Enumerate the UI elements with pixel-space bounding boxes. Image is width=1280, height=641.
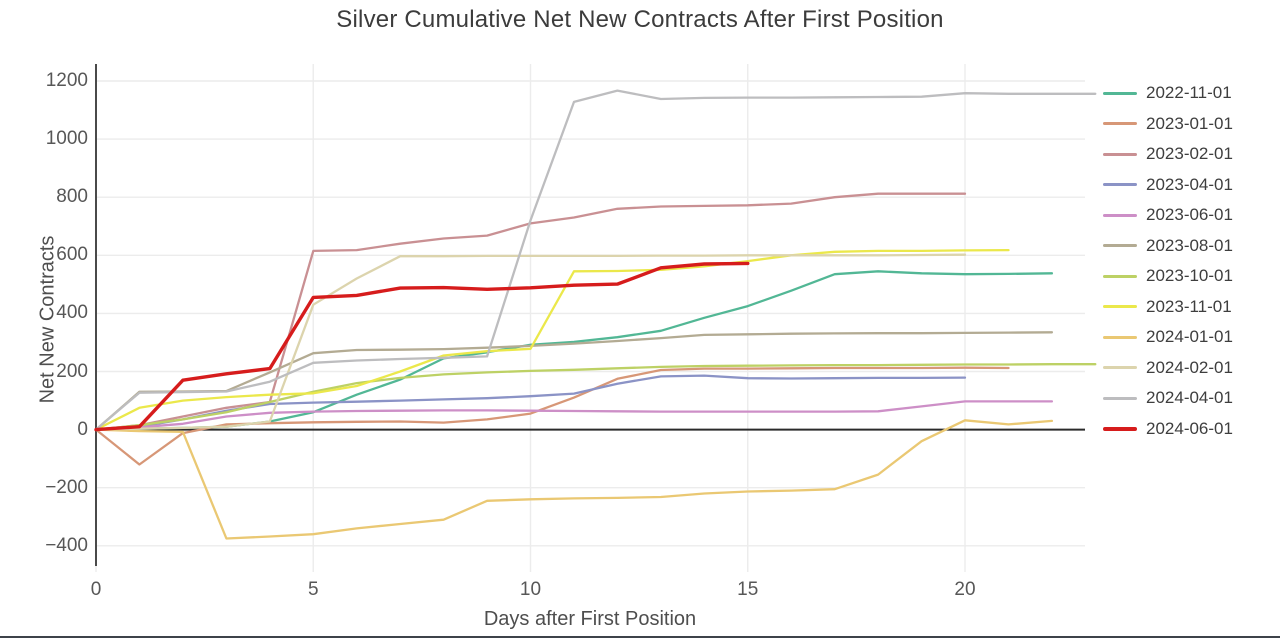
legend-item-2022-11-01[interactable]: 2022-11-01 bbox=[1103, 78, 1233, 109]
chart-title: Silver Cumulative Net New Contracts Afte… bbox=[336, 6, 944, 33]
y-tick-label: 1200 bbox=[45, 70, 88, 91]
series-line-2023-10-01 bbox=[94, 363, 1097, 431]
legend-label: 2023-06-01 bbox=[1146, 205, 1233, 225]
y-tick-label: −200 bbox=[45, 476, 88, 498]
legend-label: 2023-01-01 bbox=[1146, 113, 1233, 133]
legend-swatch bbox=[1103, 183, 1137, 187]
legend-item-2024-04-01[interactable]: 2024-04-01 bbox=[1103, 383, 1233, 414]
series-line-2023-08-01 bbox=[94, 331, 1054, 431]
legend-swatch bbox=[1103, 213, 1137, 217]
legend-swatch bbox=[1103, 91, 1137, 95]
legend-swatch bbox=[1103, 366, 1137, 370]
y-tick-label: 400 bbox=[56, 302, 88, 324]
legend-label: 2024-06-01 bbox=[1146, 418, 1233, 438]
legend-item-2024-01-01[interactable]: 2024-01-01 bbox=[1103, 322, 1233, 353]
legend: 2022-11-01 2023-01-01 2023-02-01 2023-04-01… bbox=[1103, 78, 1233, 444]
legend-label: 2022-11-01 bbox=[1146, 83, 1232, 103]
legend-item-2023-01-01[interactable]: 2023-01-01 bbox=[1103, 109, 1233, 140]
legend-item-2023-06-01[interactable]: 2023-06-01 bbox=[1103, 200, 1233, 231]
y-tick-label: 800 bbox=[56, 186, 88, 208]
legend-item-2023-10-01[interactable]: 2023-10-01 bbox=[1103, 261, 1233, 292]
y-tick-label: −400 bbox=[45, 534, 88, 556]
legend-swatch bbox=[1103, 122, 1137, 126]
series-line-2024-04-01 bbox=[94, 89, 1097, 431]
legend-label: 2024-01-01 bbox=[1146, 327, 1233, 347]
legend-label: 2023-11-01 bbox=[1146, 296, 1232, 316]
y-tick-label: 1000 bbox=[45, 128, 88, 150]
x-tick-label: 0 bbox=[90, 579, 102, 600]
series-line-2024-01-01 bbox=[94, 419, 1054, 540]
legend-label: 2024-02-01 bbox=[1146, 357, 1233, 377]
legend-item-2024-02-01[interactable]: 2024-02-01 bbox=[1103, 353, 1233, 384]
x-tick-label: 5 bbox=[307, 579, 319, 600]
legend-swatch bbox=[1103, 305, 1137, 309]
legend-label: 2023-10-01 bbox=[1146, 266, 1233, 286]
legend-swatch bbox=[1103, 426, 1137, 431]
legend-item-2023-02-01[interactable]: 2023-02-01 bbox=[1103, 139, 1233, 170]
legend-item-2023-08-01[interactable]: 2023-08-01 bbox=[1103, 231, 1233, 262]
x-axis-title: Days after First Position bbox=[483, 608, 697, 630]
page-bottom-border bbox=[0, 636, 1280, 638]
legend-item-2024-06-01[interactable]: 2024-06-01 bbox=[1103, 414, 1233, 445]
x-tick-label: 15 bbox=[737, 579, 759, 600]
legend-item-2023-11-01[interactable]: 2023-11-01 bbox=[1103, 292, 1233, 323]
series-line-2023-11-01 bbox=[94, 248, 1010, 431]
x-tick-label: 10 bbox=[519, 579, 542, 600]
legend-swatch bbox=[1103, 244, 1137, 248]
legend-swatch bbox=[1103, 274, 1137, 278]
y-tick-label: 0 bbox=[77, 418, 88, 440]
legend-swatch bbox=[1103, 396, 1137, 400]
x-tick-label: 20 bbox=[954, 579, 976, 600]
legend-item-2023-04-01[interactable]: 2023-04-01 bbox=[1103, 170, 1233, 201]
series-line-2024-02-01 bbox=[94, 253, 967, 431]
legend-label: 2024-04-01 bbox=[1146, 388, 1233, 408]
series-line-2024-06-01 bbox=[94, 261, 750, 432]
series-line-2023-06-01 bbox=[94, 400, 1054, 431]
y-tick-label: 600 bbox=[56, 244, 88, 266]
legend-swatch bbox=[1103, 335, 1137, 339]
y-axis-title: Net New Contracts bbox=[36, 235, 59, 404]
legend-label: 2023-04-01 bbox=[1146, 174, 1233, 194]
legend-label: 2023-08-01 bbox=[1146, 235, 1233, 255]
legend-swatch bbox=[1103, 152, 1137, 156]
y-tick-label: 200 bbox=[56, 360, 88, 382]
legend-label: 2023-02-01 bbox=[1146, 144, 1233, 164]
